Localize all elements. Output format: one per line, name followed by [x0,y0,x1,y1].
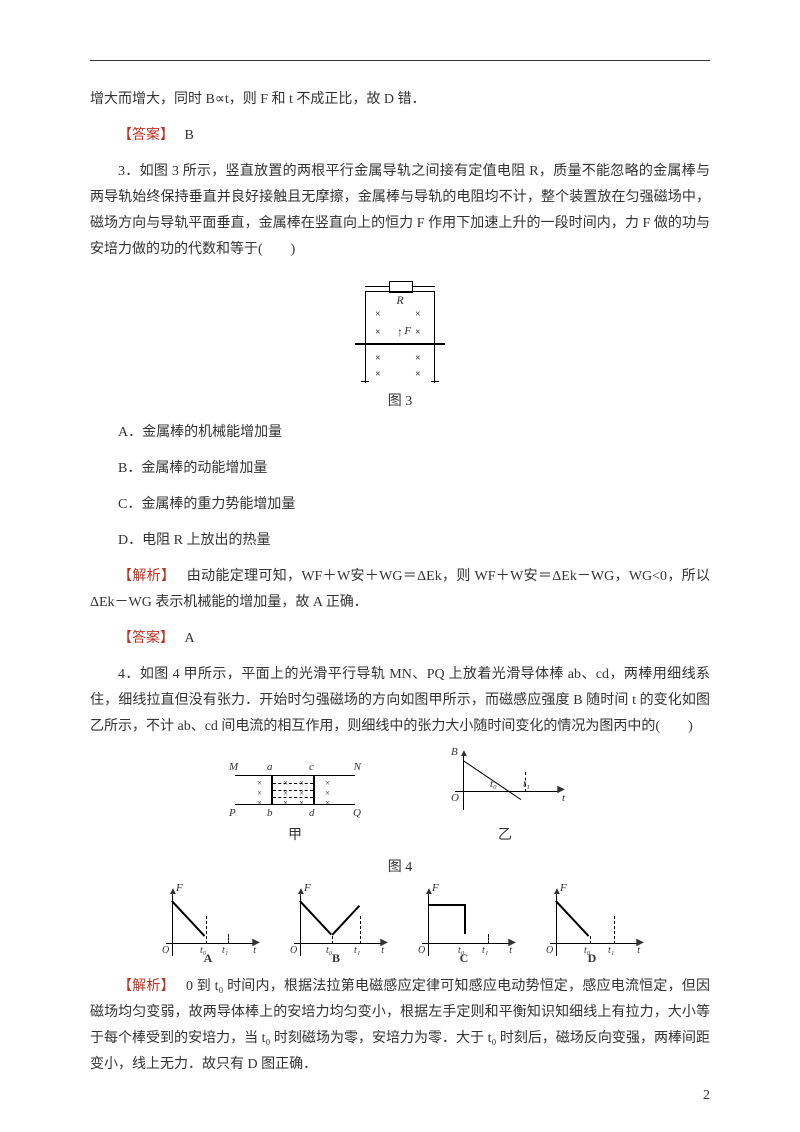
q3-stem: 3．如图 3 所示，竖直放置的两根平行金属导轨之间接有定值电阻 R，质量不能忽略… [90,159,710,263]
q3-explain: 【解析】 由动能定理可知，WF＋W安＋WG＝ΔEk，则 WF＋W安＝ΔEk－WG… [90,564,710,616]
opt-D: ▲▶ F O t₀ t₁ t D [542,886,642,966]
fig4-caption: 图 4 [90,856,710,876]
answer-label: 【答案】 [118,128,174,143]
explain-label-2: 【解析】 [118,979,175,994]
fig3-caption: 图 3 [90,390,710,410]
fig4-yi: ▲▶ B O t₀ t₁ t [445,750,565,820]
f-label: F [404,325,411,337]
answer-q2: 【答案】 B [90,123,710,149]
q3-optB: B．金属棒的动能增加量 [90,456,710,482]
q3-optD: D．电阻 R 上放出的热量 [90,528,710,554]
option-graphs: ▲▶ F O t₀ t₁ t A ▲▶ F O t₀ t₁ t B [90,886,710,966]
q4-stem: 4．如图 4 甲所示，平面上的光滑平行导轨 MN、PQ 上放着光滑导体棒 ab、… [90,662,710,740]
answer-q3: 【答案】 A [90,626,710,652]
opt-B: ▲▶ F O t₀ t₁ t B [286,886,386,966]
answer-label-2: 【答案】 [118,631,174,646]
page-number: 2 [703,1088,710,1104]
figure-4-row: ××× ××× ××× ××× M N P Q a b c d 甲 ▲▶ B O [90,750,710,854]
r-label: R [345,293,455,308]
q3-optA: A．金属棒的机械能增加量 [90,420,710,446]
explain-label: 【解析】 [118,569,175,584]
top-rule [90,60,710,61]
opt-C: ▲▶ F O t₀ t₁ t C [414,886,514,966]
opt-A: ▲▶ F O t₀ t₁ t A [158,886,258,966]
q3-optC: C．金属棒的重力势能增加量 [90,492,710,518]
yi-caption: 乙 [445,824,565,844]
intro-line: 增大而增大，同时 B∝t，则 F 和 t 不成正比，故 D 错． [90,87,710,113]
jia-caption: 甲 [235,824,355,844]
q4-explain: 【解析】 0 到 t₀ 时间内，根据法拉第电磁感应定律可知感应电动势恒定，感应电… [90,974,710,1078]
fig4-jia: ××× ××× ××× ××× M N P Q a b c d [235,760,355,820]
figure-3: R ×× ×× ↑ F ×× ×× [90,273,710,388]
